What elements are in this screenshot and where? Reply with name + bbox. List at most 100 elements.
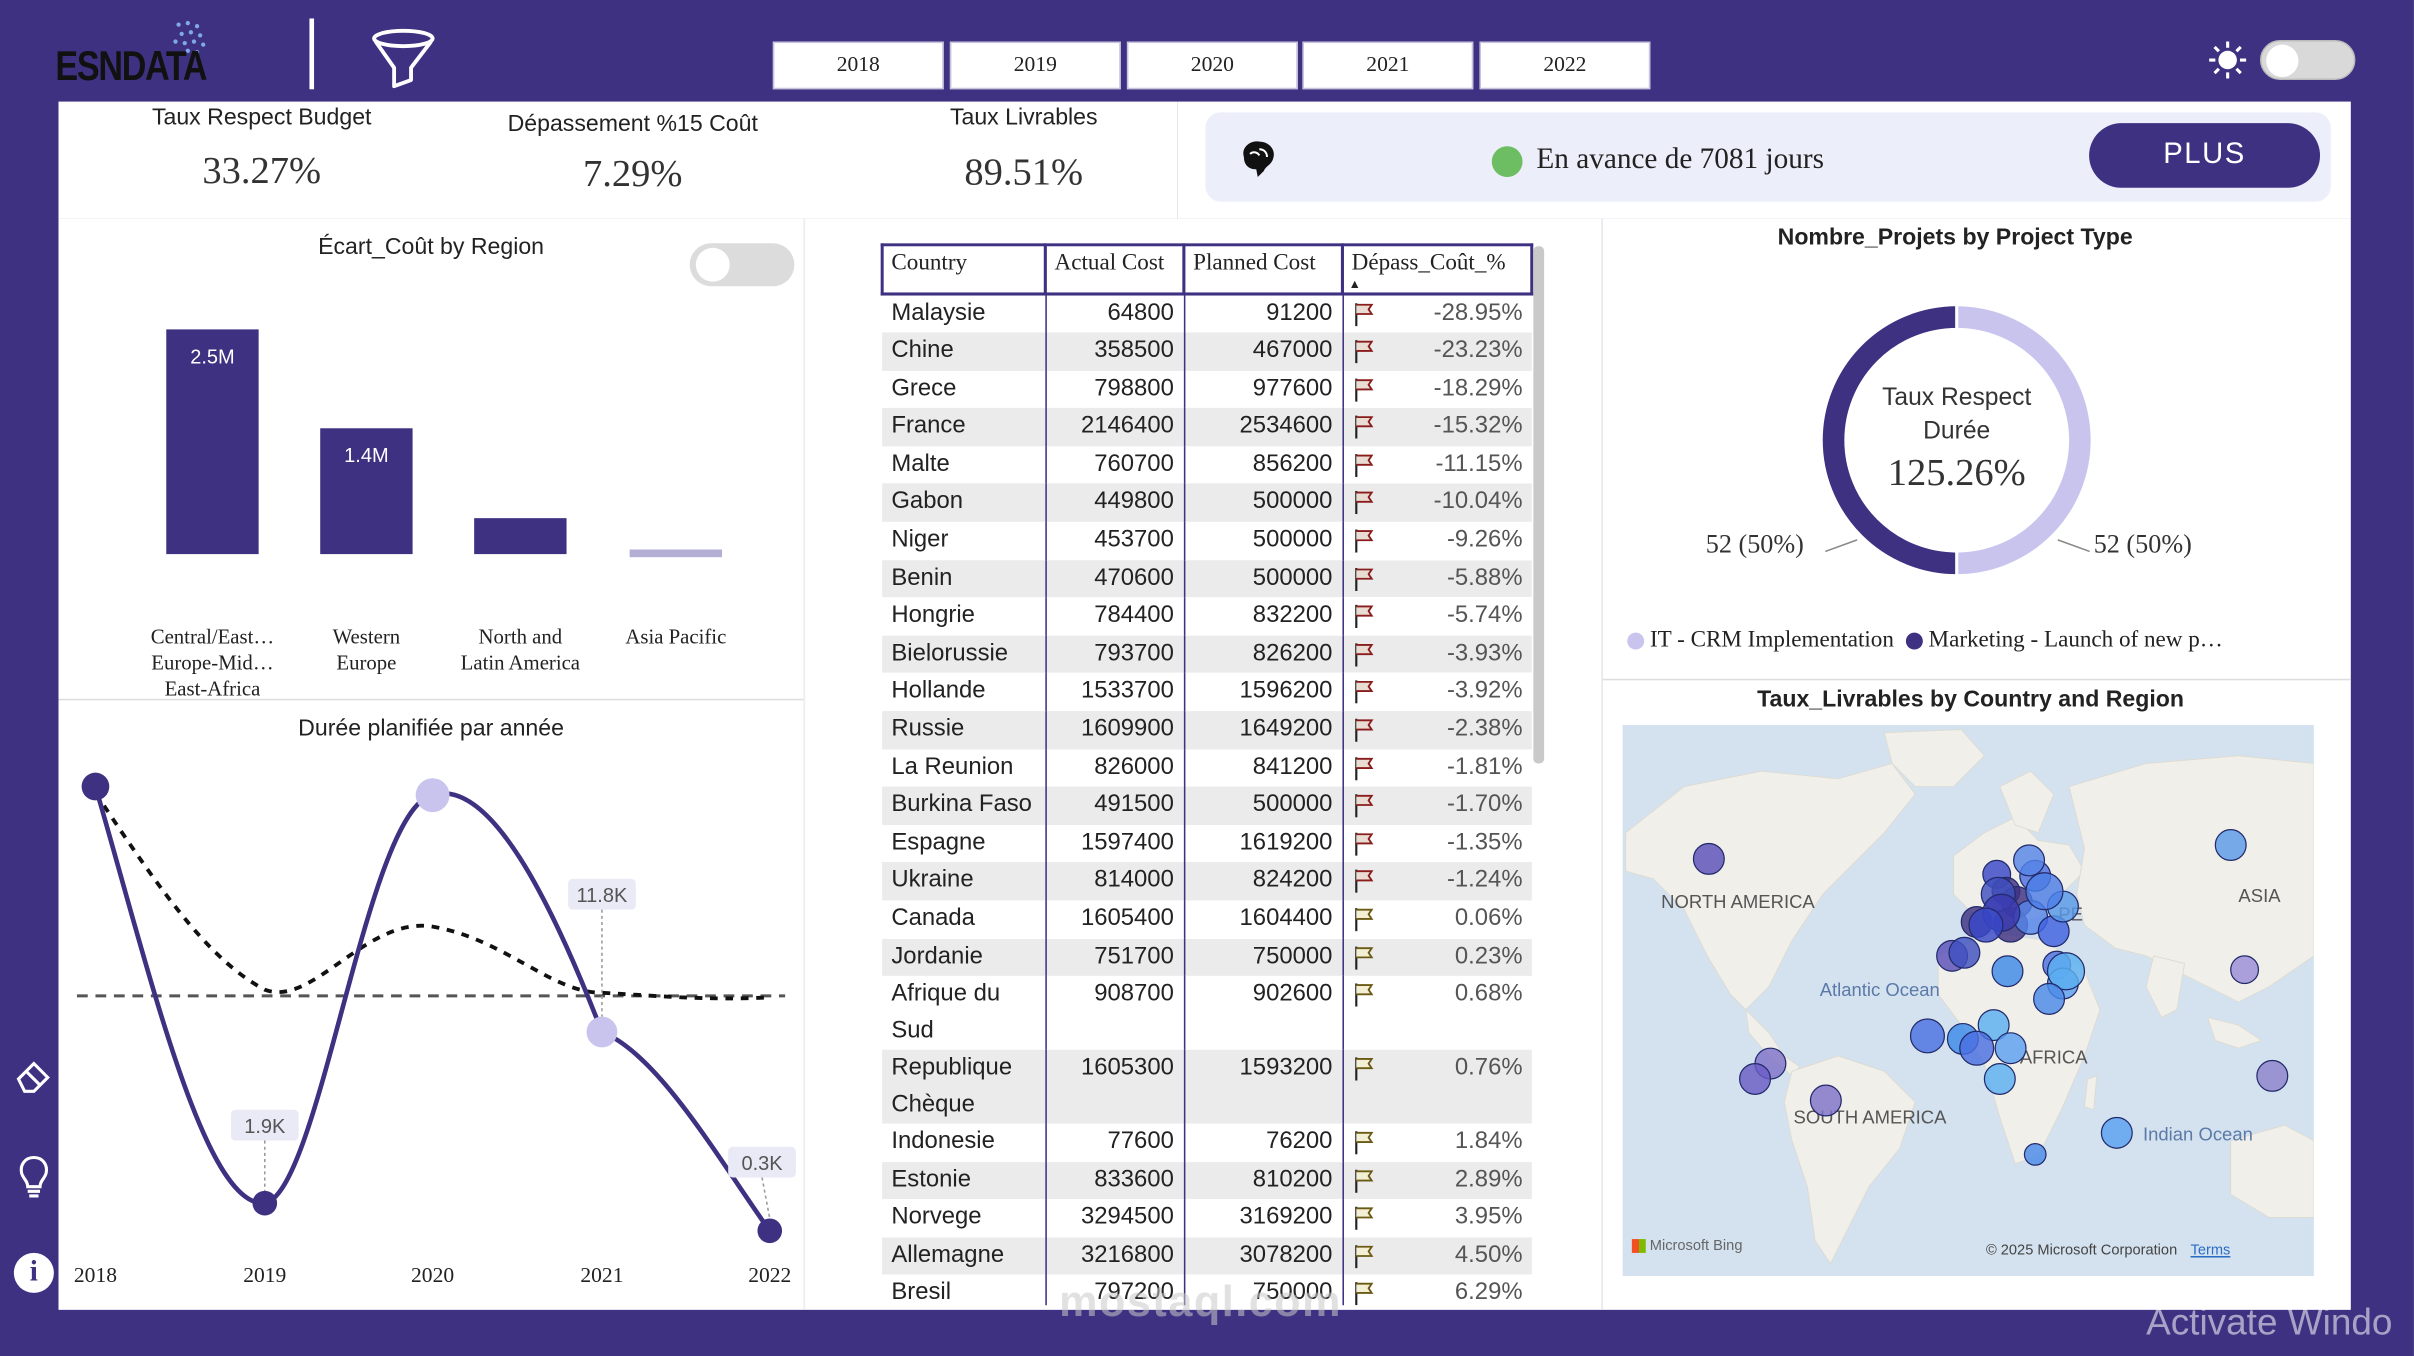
table-row[interactable]: Hongrie 784400 832200 -5.74% [882,597,1532,636]
line-point-1[interactable] [252,1190,278,1216]
table-row[interactable]: Bielorussie 793700 826200 -3.93% [882,635,1532,674]
left-divider [58,698,804,701]
map-view[interactable]: NORTH AMERICA PE ASIA Atlantic Ocean AFR… [1622,724,2314,1276]
table-row[interactable]: Jordanie 751700 750000 0.23% [882,938,1532,976]
map-bubble[interactable] [1968,907,2004,943]
info-icon[interactable]: i [13,1252,54,1293]
col-header-planned[interactable]: Planned Cost [1182,243,1344,296]
table-row[interactable]: Russie 1609900 1649200 -2.38% [882,711,1532,749]
cell-depass: 6.29% [1342,1275,1531,1306]
depass-value: -10.04% [1433,488,1523,515]
table-scrollbar[interactable] [1533,246,1545,764]
col-header-depass[interactable]: Dépass_Coût_% ▲ [1340,243,1534,296]
theme-toggle[interactable] [2259,40,2356,81]
table-row[interactable]: Benin 470600 500000 -5.88% [882,559,1532,598]
col-header-country[interactable]: Country [880,243,1047,296]
cell-country: Russie [882,711,1047,749]
map-bubble[interactable] [1948,936,1981,969]
map-bubble[interactable] [1994,1032,2027,1065]
lightbulb-icon[interactable] [14,1154,54,1200]
table-row[interactable]: Hollande 1533700 1596200 -3.92% [882,673,1532,712]
year-button-2019[interactable]: 2019 [949,41,1121,90]
table-row[interactable]: Malaysie 64800 91200 -28.95% [882,293,1532,333]
table-row[interactable]: Espagne 1597400 1619200 -1.35% [882,824,1532,863]
cell-depass: -3.93% [1342,635,1532,674]
table-row[interactable]: Norvege 3294500 3169200 3.95% [882,1199,1532,1238]
bar-1[interactable] [320,428,413,555]
map-bubble[interactable] [1959,1030,1995,1066]
map-bubble[interactable] [1739,1062,1772,1095]
legend-item-it[interactable]: IT - CRM Implementation [1649,627,1894,653]
table-row[interactable]: France 2146400 2534600 -15.32% [882,408,1532,447]
bar-2[interactable] [474,518,567,555]
cell-planned-cost: 1619200 [1183,824,1344,863]
map-bubble[interactable] [2230,955,2260,985]
legend-item-marketing[interactable]: Marketing - Launch of new p… [1928,627,2223,653]
cell-actual-cost: 784400 [1045,597,1185,636]
table-row[interactable]: Republique Chèque 1605300 1593200 0.76% [882,1049,1532,1124]
year-button-2018[interactable]: 2018 [772,41,944,90]
copyright-text: © 2025 Microsoft Corporation [1985,1242,2178,1260]
cell-depass: -1.24% [1342,862,1532,901]
cell-country: Grece [882,370,1047,409]
depass-value: -2.38% [1446,715,1523,742]
map-bubble[interactable] [2033,982,2066,1015]
table-row[interactable]: Chine 358500 467000 -23.23% [882,332,1532,371]
col-header-depass-label: Dépass_Coût_% [1351,250,1506,276]
line-point-4[interactable] [757,1218,783,1244]
cell-depass: 0.23% [1342,938,1532,976]
year-button-2021[interactable]: 2021 [1302,41,1474,90]
table-row[interactable]: Allemagne 3216800 3078200 4.50% [882,1237,1532,1276]
year-button-2020[interactable]: 2020 [1126,41,1298,90]
cell-planned-cost: 500000 [1183,786,1344,825]
bar-0[interactable] [166,329,259,555]
cell-depass: 1.84% [1342,1124,1531,1162]
map-bubble[interactable] [2013,844,2046,877]
map-bubble[interactable] [1991,955,2024,988]
table-row[interactable]: Niger 453700 500000 -9.26% [882,521,1532,560]
kpi-budget-title: Taux Respect Budget [151,104,372,131]
eraser-icon[interactable] [14,1056,54,1096]
map-bubble[interactable] [2256,1059,2289,1092]
table-row[interactable]: Canada 1605400 1604400 0.06% [882,900,1532,939]
plus-button[interactable]: PLUS [2089,123,2321,188]
line-point-0[interactable] [81,772,110,801]
map-bubble[interactable] [2100,1116,2133,1149]
ecart-toggle[interactable] [689,243,795,287]
map-bubble[interactable] [2046,952,2086,991]
map-bubble[interactable] [2214,829,2247,862]
cell-depass: 4.50% [1342,1237,1532,1276]
table-row[interactable]: Burkina Faso 491500 500000 -1.70% [882,786,1532,825]
bar-3[interactable] [629,549,723,558]
map-label-asia: ASIA [2238,885,2281,907]
flag-icon [1352,376,1374,402]
table-row[interactable]: Afrique du Sud 908700 902600 0.68% [882,975,1532,1050]
map-bubble[interactable] [1809,1084,1842,1117]
table-row[interactable]: Malte 760700 856200 -11.15% [882,446,1532,484]
col-header-actual[interactable]: Actual Cost [1043,243,1186,296]
filter-icon[interactable] [369,28,440,93]
table-row[interactable]: Grece 798800 977600 -18.29% [882,370,1532,409]
table-row[interactable]: Ukraine 814000 824200 -1.24% [882,862,1532,901]
map-bubble[interactable] [1983,1062,2016,1095]
world-map-background [1625,729,2314,1265]
depass-value: 6.29% [1454,1279,1523,1306]
table-row[interactable]: Indonesie 77600 76200 1.84% [882,1123,1532,1162]
table-row[interactable]: Bresil 797200 750000 6.29% [882,1275,1532,1306]
map-bubble[interactable] [1977,1009,2010,1042]
donut-segment-marketing[interactable] [1822,306,1957,575]
category-label: Europe [336,652,396,675]
terms-link[interactable]: Terms [2190,1242,2231,1260]
map-bubble[interactable] [1692,842,1725,875]
table-row[interactable]: Estonie 833600 810200 2.89% [882,1161,1532,1200]
cell-planned-cost: 500000 [1183,483,1344,522]
map-bubble[interactable] [2023,1143,2047,1166]
line-point-2[interactable] [415,778,450,813]
map-bubble[interactable] [2025,872,2064,911]
map-bubble[interactable] [1909,1018,1946,1054]
sun-icon[interactable] [2208,40,2248,80]
line-point-3[interactable] [586,1016,618,1048]
table-row[interactable]: Gabon 449800 500000 -10.04% [882,483,1532,522]
table-row[interactable]: La Reunion 826000 841200 -1.81% [882,748,1532,787]
year-button-2022[interactable]: 2022 [1479,41,1651,90]
